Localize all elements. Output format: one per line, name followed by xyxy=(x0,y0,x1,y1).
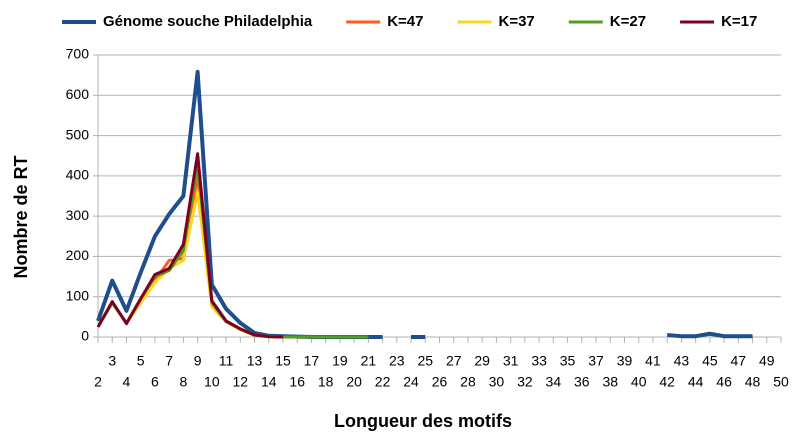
series-line xyxy=(96,162,369,339)
x-tick-label: 21 xyxy=(361,353,377,369)
x-tick-label: 38 xyxy=(602,374,618,390)
x-tick-label: 6 xyxy=(151,374,159,390)
x-axis-title: Longueur des motifs xyxy=(334,411,512,431)
x-tick-label: 49 xyxy=(759,353,775,369)
x-tick-label: 45 xyxy=(702,353,718,369)
y-tick-label: 400 xyxy=(66,167,90,183)
x-tick-label: 2 xyxy=(94,374,102,390)
x-tick-label: 27 xyxy=(446,353,462,369)
x-tick-label: 42 xyxy=(659,374,675,390)
x-tick-label: 43 xyxy=(674,353,690,369)
x-tick-label: 26 xyxy=(432,374,448,390)
legend-label: K=17 xyxy=(721,13,757,30)
x-tick-label: 31 xyxy=(503,353,519,369)
x-tick-label: 5 xyxy=(137,353,145,369)
x-tick-label: 28 xyxy=(460,374,476,390)
y-tick-label: 700 xyxy=(66,46,90,62)
x-tick-label: 23 xyxy=(389,353,405,369)
x-tick-label: 7 xyxy=(165,353,173,369)
x-tick-label: 47 xyxy=(731,353,747,369)
x-tick-label: 33 xyxy=(531,353,547,369)
x-tick-label: 9 xyxy=(194,353,202,369)
y-tick-label: 200 xyxy=(66,247,90,263)
x-tick-label: 35 xyxy=(560,353,576,369)
legend-label: K=27 xyxy=(610,13,646,30)
y-tick-label: 500 xyxy=(66,126,90,142)
x-tick-label: 32 xyxy=(517,374,533,390)
y-tick-label: 300 xyxy=(66,207,90,223)
legend-label: K=47 xyxy=(387,13,423,30)
x-tick-label: 48 xyxy=(745,374,761,390)
y-tick-label: 600 xyxy=(66,86,90,102)
legend: Génome souche Philadelphia K=47 K=37 K=27 K=… xyxy=(62,13,757,30)
x-tick-label: 12 xyxy=(233,374,249,390)
x-tick-label: 10 xyxy=(204,374,220,390)
x-tick-label: 37 xyxy=(588,353,604,369)
x-tick-label: 34 xyxy=(546,374,562,390)
x-tick-label: 8 xyxy=(179,374,187,390)
x-tick-label: 18 xyxy=(318,374,334,390)
x-tick-label: 15 xyxy=(275,353,291,369)
x-tick-label: 40 xyxy=(631,374,647,390)
x-tick-label: 3 xyxy=(108,353,116,369)
x-tick-label: 39 xyxy=(617,353,633,369)
y-axis-title: Nombre de RT xyxy=(11,155,31,278)
series-line xyxy=(96,152,284,339)
y-tick-label: 0 xyxy=(81,328,89,344)
legend-label: K=37 xyxy=(499,13,535,30)
x-tick-label: 41 xyxy=(645,353,661,369)
x-tick-label: 50 xyxy=(773,374,789,390)
x-tick-label: 17 xyxy=(304,353,320,369)
x-tick-label: 11 xyxy=(219,353,234,369)
x-tick-label: 46 xyxy=(716,374,732,390)
x-tick-label: 24 xyxy=(403,374,419,390)
x-tick-label: 25 xyxy=(417,353,433,369)
x-tick-label: 4 xyxy=(123,374,131,390)
y-tick-label: 100 xyxy=(66,287,90,303)
x-tick-label: 36 xyxy=(574,374,590,390)
x-tick-label: 19 xyxy=(332,353,348,369)
x-tick-label: 22 xyxy=(375,374,391,390)
x-tick-label: 14 xyxy=(261,374,277,390)
legend-label: Génome souche Philadelphia xyxy=(103,13,313,30)
x-tick-label: 30 xyxy=(489,374,505,390)
x-tick-label: 29 xyxy=(474,353,490,369)
x-tick-label: 44 xyxy=(688,374,704,390)
x-tick-label: 16 xyxy=(289,374,305,390)
x-tick-label: 20 xyxy=(346,374,362,390)
x-tick-label: 13 xyxy=(247,353,263,369)
